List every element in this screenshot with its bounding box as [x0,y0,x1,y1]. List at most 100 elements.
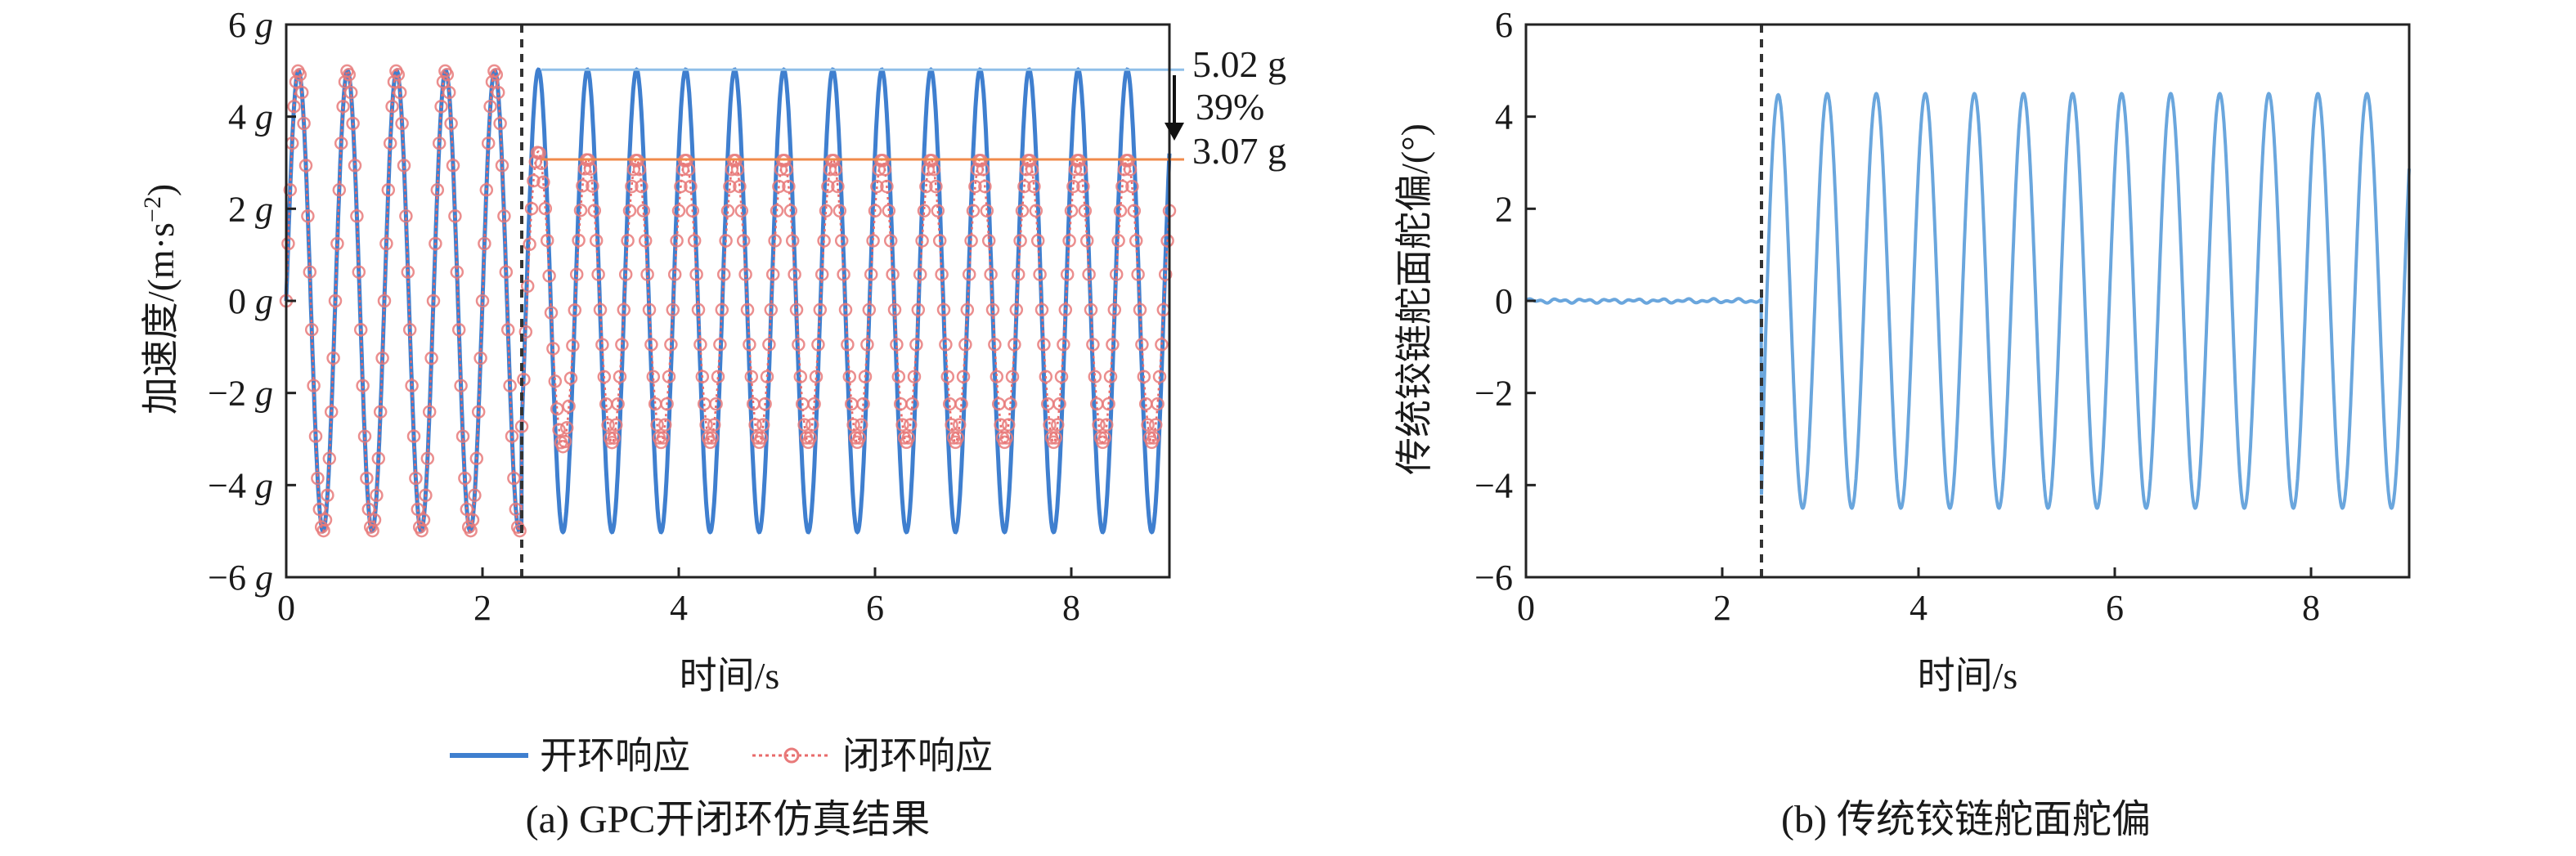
series-closed-marker [303,265,317,279]
series-closed-marker [793,370,808,383]
series-closed-marker [1015,204,1030,218]
x-tick-label: 4 [670,588,688,628]
series-closed-marker [1052,397,1066,411]
series-closed-marker [734,204,749,218]
series-closed-marker [882,204,896,218]
series-closed-marker [336,99,350,114]
series-closed-marker [660,397,674,411]
panel-a-legend: 开环响应 闭环响应 [450,735,993,777]
series-closed-marker [828,162,843,177]
series-closed-marker [1003,397,1017,411]
series-closed-marker [346,116,360,131]
reduction-arrow-head [1165,123,1184,141]
series-closed-marker [772,179,786,194]
panel-b-y-axis-label: 传统铰链舵面舵偏/(°) [1393,123,1435,475]
series-closed-marker [803,431,818,445]
series-closed-marker [821,179,835,194]
series-closed-marker [1088,370,1102,383]
series-closed-marker [360,471,374,486]
series-closed-marker [402,323,417,337]
series-closed-marker [978,179,992,194]
series-closed-marker [1113,204,1128,218]
legend-closed-label: 闭环响应 [842,735,993,777]
y-tick-label: −6 g [208,558,273,598]
series-closed-marker [1013,234,1027,248]
x-tick-label: 6 [2106,588,2124,628]
series-closed-marker [1060,267,1075,281]
series-closed-marker [852,431,867,445]
series-closed-marker [1082,267,1096,281]
panel-a-y-ticks: 6 g 4 g 2 g 0 g −2 g −4 g −6 g [208,5,296,598]
series-closed-marker [744,370,759,383]
series-closed-marker [563,371,578,385]
series-closed-marker [422,405,437,419]
series-closed-line [285,69,1171,533]
series-closed-marker [860,338,874,352]
series-closed-marker [807,397,821,411]
series-closed-marker [406,429,421,443]
series-closed-marker [635,179,648,194]
series-closed-marker [886,267,900,281]
series-closed-marker [499,265,514,279]
series-closed-marker [469,451,484,466]
series-closed-marker [976,162,990,177]
series-closed-marker [572,233,586,248]
panel-b-x-ticks: 0 2 4 6 8 [1517,567,2320,628]
series-closed-marker [866,234,880,248]
series-closed-marker [513,523,527,538]
series-closed-marker [1141,418,1155,432]
series-closed-marker [471,405,486,419]
series-closed-marker [343,85,358,100]
series-closed-marker [815,267,829,281]
series-closed-marker [1079,234,1094,248]
series-closed-marker [540,233,554,248]
panel-a-series-open [284,67,1172,535]
legend-open-label: 开环响应 [540,735,690,777]
series-closed-marker [1005,370,1020,383]
series-closed-marker [911,303,926,317]
series-closed-marker [558,434,572,449]
series-closed-marker [542,269,556,283]
y-tick-label: 2 g [228,189,273,229]
series-closed-marker [1054,370,1069,383]
series-closed-marker [312,502,327,517]
series-closed-marker [391,68,406,82]
series-closed-marker [990,370,1004,383]
series-closed-marker [699,418,713,432]
series-closed-marker [740,303,755,317]
series-closed-marker [523,237,536,252]
series-closed-marker [497,209,511,223]
series-closed-marker [357,429,372,443]
series-closed-marker [715,303,729,317]
series-closed-marker [670,234,684,248]
series-closed-marker [478,236,491,251]
series-closed-marker [671,204,686,218]
series-closed-marker [446,159,460,173]
series-closed-marker [509,502,523,517]
series-closed-marker [792,338,806,352]
series-closed-marker [666,303,680,317]
series-closed-marker [1123,162,1138,177]
series-closed-marker [819,204,833,218]
series-closed-marker [1048,431,1063,445]
series-closed-marker [1097,431,1112,445]
series-closed-marker [1086,338,1100,352]
series-closed-marker [298,159,313,173]
series-closed-marker [375,351,389,365]
y-tick-label: 0 [1495,281,1513,321]
y-tick-label: −4 g [208,465,273,505]
series-closed-marker [287,99,301,114]
series-closed-marker [909,338,923,352]
series-closed-marker [636,204,651,217]
series-closed-marker [397,159,411,173]
series-closed-marker [846,418,860,432]
series-closed-marker [324,405,339,419]
series-closed-marker [393,85,407,100]
series-closed-marker [832,204,847,218]
series-closed-marker [1057,338,1070,352]
series-closed-marker [1076,179,1090,194]
series-closed-marker [607,431,622,445]
series-closed-marker [939,338,953,352]
series-closed-marker [448,209,462,223]
